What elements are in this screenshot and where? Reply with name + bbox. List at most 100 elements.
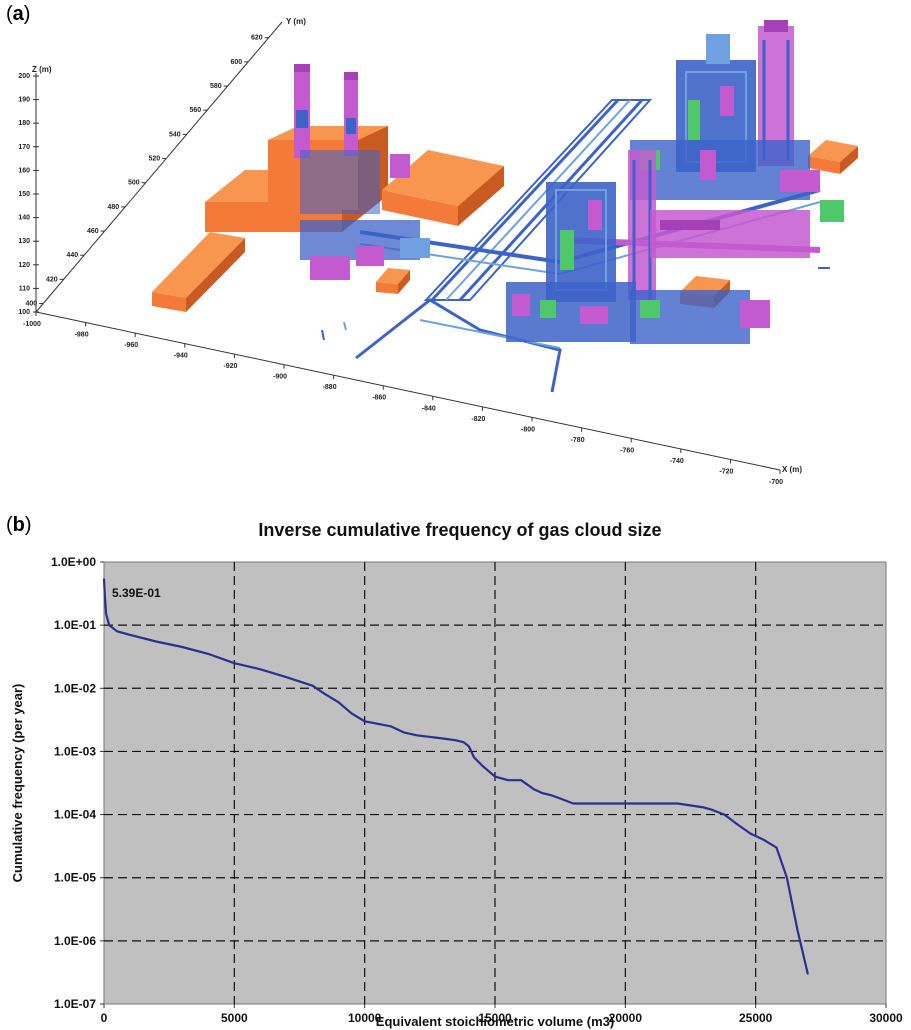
x-tick-label: -720 xyxy=(719,468,733,475)
data-point xyxy=(105,613,107,615)
y-tick-label: 1.0E-03 xyxy=(54,744,96,758)
data-point xyxy=(762,838,765,841)
plot-area xyxy=(103,561,887,1005)
data-point xyxy=(650,802,653,805)
y-tick-label: 620 xyxy=(251,35,263,42)
y-tick-labels: 1.0E+00 1.0E-01 1.0E-02 1.0E-03 1.0E-04 1.0E-… xyxy=(51,555,104,1011)
y-tick-label: 540 xyxy=(169,131,181,138)
building-left-long xyxy=(152,232,245,312)
process-modules xyxy=(300,20,844,344)
data-point xyxy=(455,739,457,742)
data-point xyxy=(324,693,327,696)
x-tick-label: -800 xyxy=(521,426,535,433)
x-tick-labels: 0 5000 10000 15000 20000 25000 30000 xyxy=(101,1004,903,1025)
data-point xyxy=(403,731,405,734)
panel-a-label: (a) xyxy=(6,3,31,25)
data-point xyxy=(624,802,627,805)
x-tick-label: -980 xyxy=(75,332,89,339)
data-point xyxy=(155,640,157,643)
chart-title: Inverse cumulative frequency of gas clou… xyxy=(258,520,661,540)
frequency-chart: Inverse cumulative frequency of gas clou… xyxy=(10,520,903,1029)
data-point xyxy=(129,634,131,636)
x-tick-label: 20000 xyxy=(609,1011,643,1025)
z-tick-label: 110 xyxy=(19,285,30,292)
x-tick-label: -820 xyxy=(471,416,485,423)
y-tick-label: 480 xyxy=(107,204,119,211)
data-point xyxy=(259,668,262,671)
y-axis-label: Cumulative frequency (per year) xyxy=(10,684,25,883)
x-tick-label: 10000 xyxy=(348,1011,382,1025)
data-point xyxy=(473,756,475,759)
data-point xyxy=(723,813,726,816)
z-tick-label: 150 xyxy=(18,191,30,198)
data-point xyxy=(181,646,183,648)
data-point xyxy=(416,734,418,737)
z-tick-label: 120 xyxy=(18,262,30,269)
data-point xyxy=(285,676,288,678)
axes-3d: Y (m) Z (m) X (m) 400 420 440 460 480 500 520 5… xyxy=(18,17,802,486)
stacks xyxy=(294,64,358,158)
data-point xyxy=(442,737,444,740)
y-tick-label: 1.0E-06 xyxy=(54,934,96,948)
y-tick-label: 420 xyxy=(46,276,58,283)
plant-3d-model: Y (m) Z (m) X (m) 400 420 440 460 480 500 520 5… xyxy=(18,17,858,486)
building-right-top xyxy=(808,140,858,174)
data-point xyxy=(551,794,554,797)
data-point xyxy=(468,745,470,748)
data-point xyxy=(337,701,340,704)
data-point xyxy=(807,973,809,975)
z-tick-label: 200 xyxy=(18,73,30,80)
x-axis-label: Equivalent stoichiometric volume (m3) xyxy=(376,1014,614,1029)
data-point xyxy=(572,802,574,805)
y-tick-label: 1.0E-02 xyxy=(54,681,96,695)
data-point xyxy=(796,928,799,931)
y-tick-label: 400 xyxy=(25,301,37,308)
z-tick-label: 160 xyxy=(18,167,30,174)
data-point xyxy=(363,720,366,723)
x-tick-label: -760 xyxy=(620,447,634,454)
series-group xyxy=(102,578,809,975)
building-small xyxy=(376,268,410,294)
x-tick-label: -780 xyxy=(571,437,585,444)
y-tick-label: 1.0E+00 xyxy=(51,555,96,569)
y-tick-label: 1.0E-01 xyxy=(54,618,96,632)
y-tick-label: 440 xyxy=(66,252,78,259)
data-point xyxy=(559,797,561,800)
data-point xyxy=(736,823,739,826)
y-tick-label: 600 xyxy=(230,59,242,66)
data-point xyxy=(116,630,118,633)
data-point xyxy=(108,624,110,626)
y-tick-label: 460 xyxy=(87,228,99,235)
data-point xyxy=(598,802,601,805)
x-tick-label: -700 xyxy=(769,479,783,486)
x-tick-label: -940 xyxy=(174,353,188,360)
axis-y-label: Y (m) xyxy=(286,17,306,26)
y-tick-label: 1.0E-04 xyxy=(54,808,96,822)
grid-lines xyxy=(104,562,886,1004)
z-tick-label: 140 xyxy=(18,215,30,222)
axis-z-label: Z (m) xyxy=(32,65,52,74)
data-point xyxy=(389,725,392,728)
y-tick-label: 500 xyxy=(128,180,140,187)
y-tick-label: 1.0E-07 xyxy=(54,997,96,1011)
x-tick-label: 15000 xyxy=(478,1011,512,1025)
axis-x-label: X (m) xyxy=(782,465,802,474)
panel-b-label: (b) xyxy=(6,514,32,536)
x-tick-label: -880 xyxy=(323,384,337,391)
data-point xyxy=(233,662,236,664)
z-tick-label: 190 xyxy=(18,97,30,104)
y-tick-label: 560 xyxy=(189,107,201,114)
data-point xyxy=(533,788,535,791)
data-point xyxy=(494,775,496,778)
x-tick-label: -740 xyxy=(670,458,684,465)
y-tick-label: 580 xyxy=(210,83,222,90)
z-tick-label: 130 xyxy=(18,238,30,245)
x-tick-label: -840 xyxy=(422,405,436,412)
data-point xyxy=(311,684,314,687)
data-point xyxy=(350,712,353,715)
data-point xyxy=(541,792,543,794)
z-tick-label: 180 xyxy=(18,120,30,127)
z-tick-label: 170 xyxy=(18,144,30,151)
x-tick-label: -900 xyxy=(273,374,287,381)
